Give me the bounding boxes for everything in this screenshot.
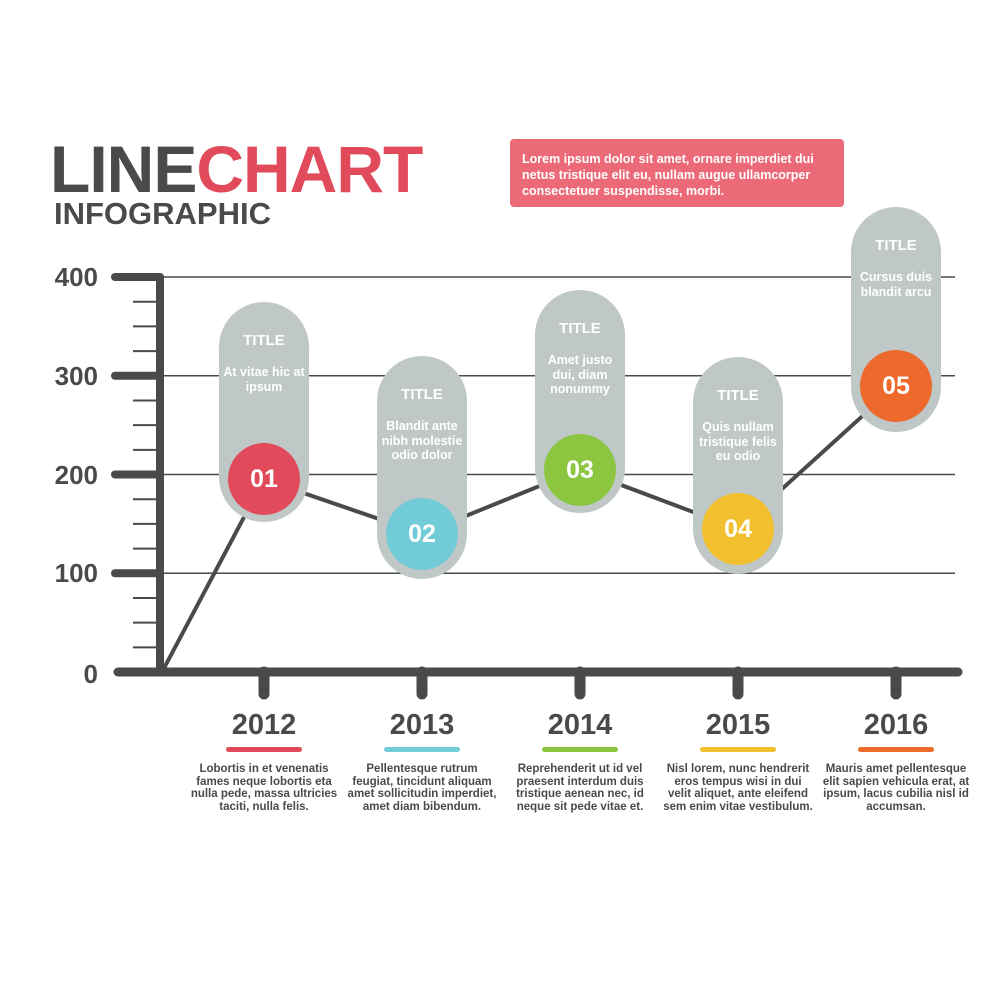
year-description: Mauris amet pellentesque elit sapien veh… (822, 763, 970, 813)
title-line: LINE (50, 132, 197, 206)
year-color-bar (700, 747, 776, 752)
page-title: LINECHART (50, 136, 423, 202)
year-label: 2016 (863, 709, 929, 741)
year-color-bar (226, 747, 302, 752)
data-point-2014: 03 (544, 433, 616, 506)
page-subtitle: INFOGRAPHIC (54, 196, 271, 231)
year-label: 2012 (231, 709, 297, 741)
callout-text: Cursus duis blandit arcu (859, 270, 933, 299)
data-point-2016: 05 (860, 349, 932, 422)
year-description: Lobortis in et venenatis fames neque lob… (190, 763, 338, 813)
callout-title: TITLE (401, 386, 443, 403)
y-tick-label: 300 (54, 360, 98, 391)
note-box: Lorem ipsum dolor sit amet, ornare imper… (510, 139, 844, 207)
year-color-bar (858, 747, 934, 752)
y-tick-label: 400 (54, 262, 98, 292)
callout-text: Blandit ante nibh molestie odio dolor (381, 419, 463, 462)
callout-title: TITLE (717, 387, 759, 404)
year-description: Nisl lorem, nunc hendrerit eros tempus w… (663, 763, 813, 813)
data-point-2012: 01 (228, 443, 300, 516)
year-color-bar (542, 747, 618, 752)
year-label: 2013 (389, 709, 455, 741)
callout-text: At vitae hic at ipsum (223, 365, 305, 394)
data-point-2013: 02 (386, 497, 458, 570)
y-tick-label: 0 (83, 659, 98, 689)
y-tick-label: 200 (54, 459, 98, 490)
year-description: Reprehenderit ut id vel praesent interdu… (516, 763, 644, 813)
callout-title: TITLE (243, 332, 285, 349)
year-color-bar (384, 747, 460, 752)
callout-text: Quis nullam tristique felis eu odio (699, 420, 777, 463)
y-tick-label: 100 (54, 558, 98, 589)
callout-title: TITLE (875, 237, 917, 254)
data-point-2015: 04 (702, 492, 774, 565)
year-label: 2014 (547, 709, 613, 741)
callout-title: TITLE (559, 320, 601, 337)
callout-text: Amet justo dui, diam nonummy (547, 353, 613, 396)
year-description: Pellentesque rutrum feugiat, tincidunt a… (347, 763, 497, 813)
title-chart: CHART (196, 132, 423, 206)
year-label: 2015 (705, 709, 771, 741)
